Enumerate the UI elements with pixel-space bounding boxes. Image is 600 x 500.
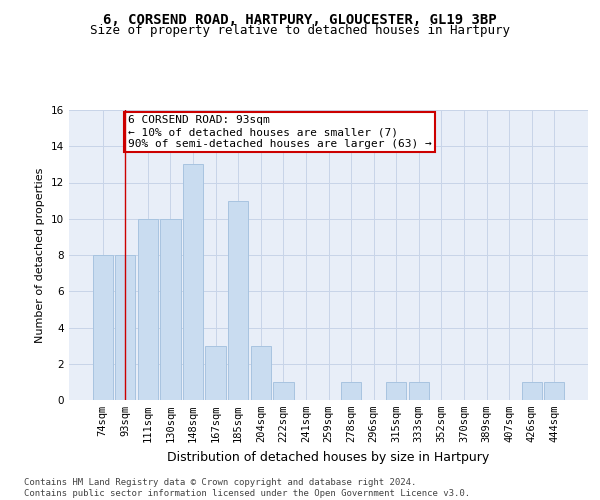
Bar xyxy=(341,382,361,400)
Bar xyxy=(160,219,181,400)
Bar xyxy=(544,382,565,400)
Text: 6 CORSEND ROAD: 93sqm
← 10% of detached houses are smaller (7)
90% of semi-detac: 6 CORSEND ROAD: 93sqm ← 10% of detached … xyxy=(128,116,431,148)
Text: 6, CORSEND ROAD, HARTPURY, GLOUCESTER, GL19 3BP: 6, CORSEND ROAD, HARTPURY, GLOUCESTER, G… xyxy=(103,12,497,26)
Text: Contains HM Land Registry data © Crown copyright and database right 2024.
Contai: Contains HM Land Registry data © Crown c… xyxy=(24,478,470,498)
Bar xyxy=(409,382,429,400)
Y-axis label: Number of detached properties: Number of detached properties xyxy=(35,168,46,342)
Bar xyxy=(228,200,248,400)
Bar xyxy=(386,382,406,400)
Bar xyxy=(273,382,293,400)
X-axis label: Distribution of detached houses by size in Hartpury: Distribution of detached houses by size … xyxy=(167,450,490,464)
Bar xyxy=(251,346,271,400)
Bar xyxy=(138,219,158,400)
Bar xyxy=(205,346,226,400)
Bar xyxy=(521,382,542,400)
Bar xyxy=(115,255,136,400)
Text: Size of property relative to detached houses in Hartpury: Size of property relative to detached ho… xyxy=(90,24,510,37)
Bar xyxy=(92,255,113,400)
Bar xyxy=(183,164,203,400)
